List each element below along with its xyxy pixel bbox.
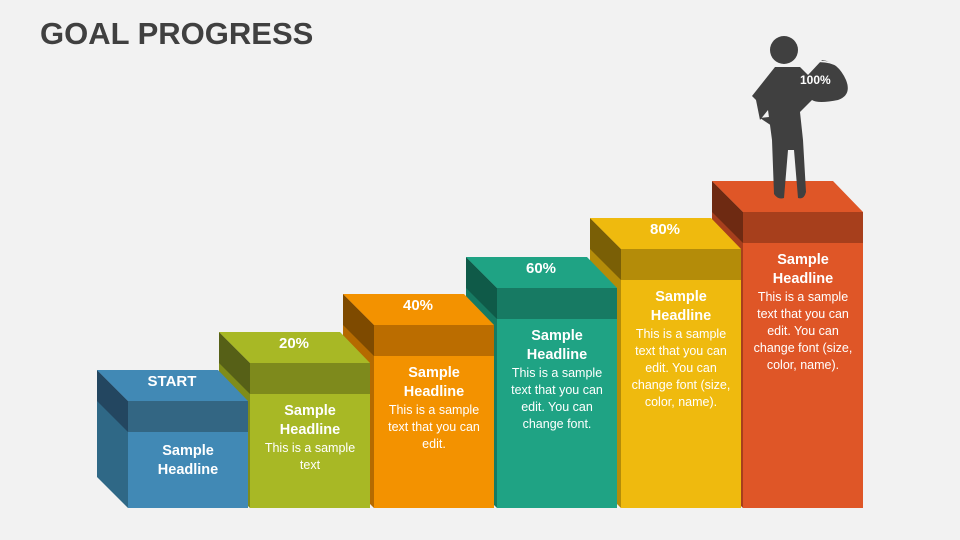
step-block-3: [466, 257, 617, 508]
step-top-face: [343, 294, 494, 325]
step-headline: Sample Headline: [772, 252, 834, 287]
step-front-face: [743, 243, 863, 508]
step-front-face: [621, 280, 741, 508]
step-front-face: [374, 356, 494, 508]
person-with-bag-icon: [752, 36, 854, 199]
step-top-face: [466, 257, 617, 288]
step-side-band: [97, 370, 128, 432]
step-content: Sample Headline This is a sample text tha…: [382, 364, 486, 453]
step-band: [250, 363, 370, 394]
step-label: 20%: [278, 335, 310, 352]
step-side-band: [343, 294, 374, 356]
step-top-face: [712, 181, 863, 212]
step-label: START: [147, 373, 197, 390]
step-label: 80%: [649, 221, 681, 238]
step-label: 60%: [525, 260, 557, 277]
step-front-face: [250, 394, 370, 508]
step-side-band: [466, 257, 497, 319]
step-band: [374, 325, 494, 356]
step-side-band: [590, 218, 621, 280]
slide-title: GOAL PROGRESS: [40, 16, 314, 51]
step-content: Sample Headline This is a sample text: [258, 402, 362, 474]
step-headline: Sample Headline: [157, 443, 219, 478]
step-top-face: [590, 218, 741, 249]
step-content: Sample Headline: [136, 442, 240, 480]
step-block-0: [97, 370, 248, 508]
figure-label: 100%: [800, 73, 831, 87]
step-top-face: [219, 332, 370, 363]
step-front-face: [497, 319, 617, 508]
step-headline: Sample Headline: [526, 328, 588, 363]
step-band: [128, 401, 248, 432]
step-top-face: [97, 370, 248, 401]
step-band: [621, 249, 741, 280]
step-text: This is a sample text: [264, 441, 356, 472]
step-headline: Sample Headline: [650, 289, 712, 324]
step-content: Sample Headline This is a sample text tha…: [751, 251, 855, 374]
step-band: [743, 212, 863, 243]
step-content: Sample Headline This is a sample text tha…: [629, 288, 733, 411]
step-text: This is a sample text that you can edit.…: [753, 290, 853, 372]
step-headline: Sample Headline: [279, 403, 341, 438]
step-text: This is a sample text that you can edit.: [388, 403, 480, 451]
step-front-face: [128, 432, 248, 508]
step-label: 40%: [402, 297, 434, 314]
step-side-band: [712, 181, 743, 243]
step-content: Sample Headline This is a sample text tha…: [505, 327, 609, 433]
step-text: This is a sample text that you can edit.…: [631, 327, 731, 409]
step-band: [497, 288, 617, 319]
step-headline: Sample Headline: [403, 365, 465, 400]
step-text: This is a sample text that you can edit.…: [511, 366, 603, 431]
step-side-band: [219, 332, 250, 394]
